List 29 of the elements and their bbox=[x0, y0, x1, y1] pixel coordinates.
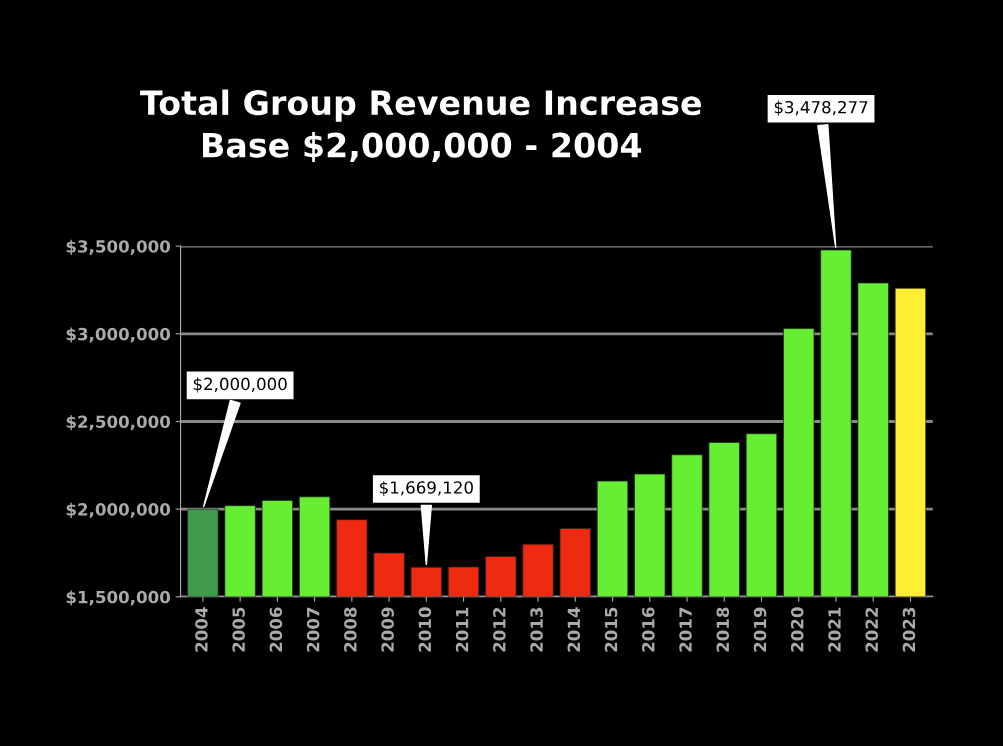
x-tick-label: 2022 bbox=[865, 607, 879, 652]
x-tick-label: 2010 bbox=[418, 607, 432, 652]
y-tick-label: $2,000,000 bbox=[66, 502, 171, 518]
x-tick-label: 2023 bbox=[902, 607, 916, 652]
x-tick-label: 2014 bbox=[567, 607, 581, 652]
x-tick-label: 2009 bbox=[381, 607, 394, 652]
x-tick-label: 2008 bbox=[344, 607, 357, 652]
y-tick-label: $3,500,000 bbox=[66, 239, 171, 255]
y-tick-label: $3,000,000 bbox=[66, 327, 171, 343]
x-tick-label: 2019 bbox=[753, 607, 767, 652]
x-tick-label: 2020 bbox=[790, 607, 804, 652]
chart-title: Total Group Revenue Increase Base $2,000,000 - 2004 bbox=[140, 89, 702, 163]
x-tick-label: 2013 bbox=[530, 607, 543, 652]
annotation: $1,669,120 bbox=[379, 480, 473, 497]
x-tick-label: 2016 bbox=[641, 607, 655, 652]
x-tick-label: 2011 bbox=[455, 607, 469, 652]
annotation: $3,478,277 bbox=[774, 100, 868, 116]
x-tick-label: 2006 bbox=[269, 607, 283, 652]
y-tick-label: $1,500,000 bbox=[66, 590, 171, 606]
annotation: $2,000,000 bbox=[193, 377, 287, 393]
x-tick-label: 2004 bbox=[195, 607, 208, 652]
x-tick-label: 2018 bbox=[716, 607, 730, 652]
y-tick-label: $2,500,000 bbox=[66, 415, 171, 431]
x-tick-label: 2017 bbox=[679, 607, 692, 652]
x-tick-label: 2005 bbox=[232, 607, 245, 652]
x-tick-label: 2015 bbox=[604, 607, 618, 652]
x-tick-label: 2012 bbox=[493, 607, 506, 652]
x-tick-label: 2021 bbox=[828, 607, 841, 652]
x-tick-label: 2007 bbox=[306, 607, 320, 652]
